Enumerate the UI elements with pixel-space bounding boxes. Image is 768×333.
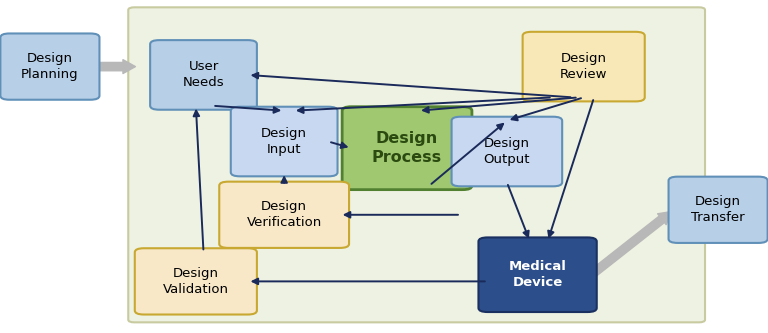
Text: Design
Verification: Design Verification [247, 200, 322, 229]
Text: Design
Input: Design Input [261, 127, 307, 156]
Text: Design
Process: Design Process [372, 132, 442, 165]
FancyArrowPatch shape [591, 211, 672, 276]
Text: Design
Planning: Design Planning [21, 52, 79, 81]
FancyBboxPatch shape [1, 34, 100, 100]
Text: Design
Transfer: Design Transfer [691, 195, 745, 224]
FancyArrowPatch shape [94, 60, 135, 74]
FancyBboxPatch shape [220, 182, 349, 248]
FancyBboxPatch shape [135, 248, 257, 314]
FancyBboxPatch shape [343, 107, 472, 189]
FancyBboxPatch shape [151, 40, 257, 110]
FancyBboxPatch shape [452, 117, 562, 186]
FancyBboxPatch shape [478, 237, 597, 312]
Text: User
Needs: User Needs [183, 60, 224, 90]
Text: Medical
Device: Medical Device [508, 260, 567, 289]
FancyBboxPatch shape [230, 107, 338, 176]
FancyBboxPatch shape [128, 7, 705, 322]
FancyBboxPatch shape [522, 32, 644, 101]
Text: Design
Validation: Design Validation [163, 267, 229, 296]
Text: Design
Review: Design Review [560, 52, 607, 81]
FancyBboxPatch shape [668, 177, 768, 243]
Text: Design
Output: Design Output [484, 137, 530, 166]
